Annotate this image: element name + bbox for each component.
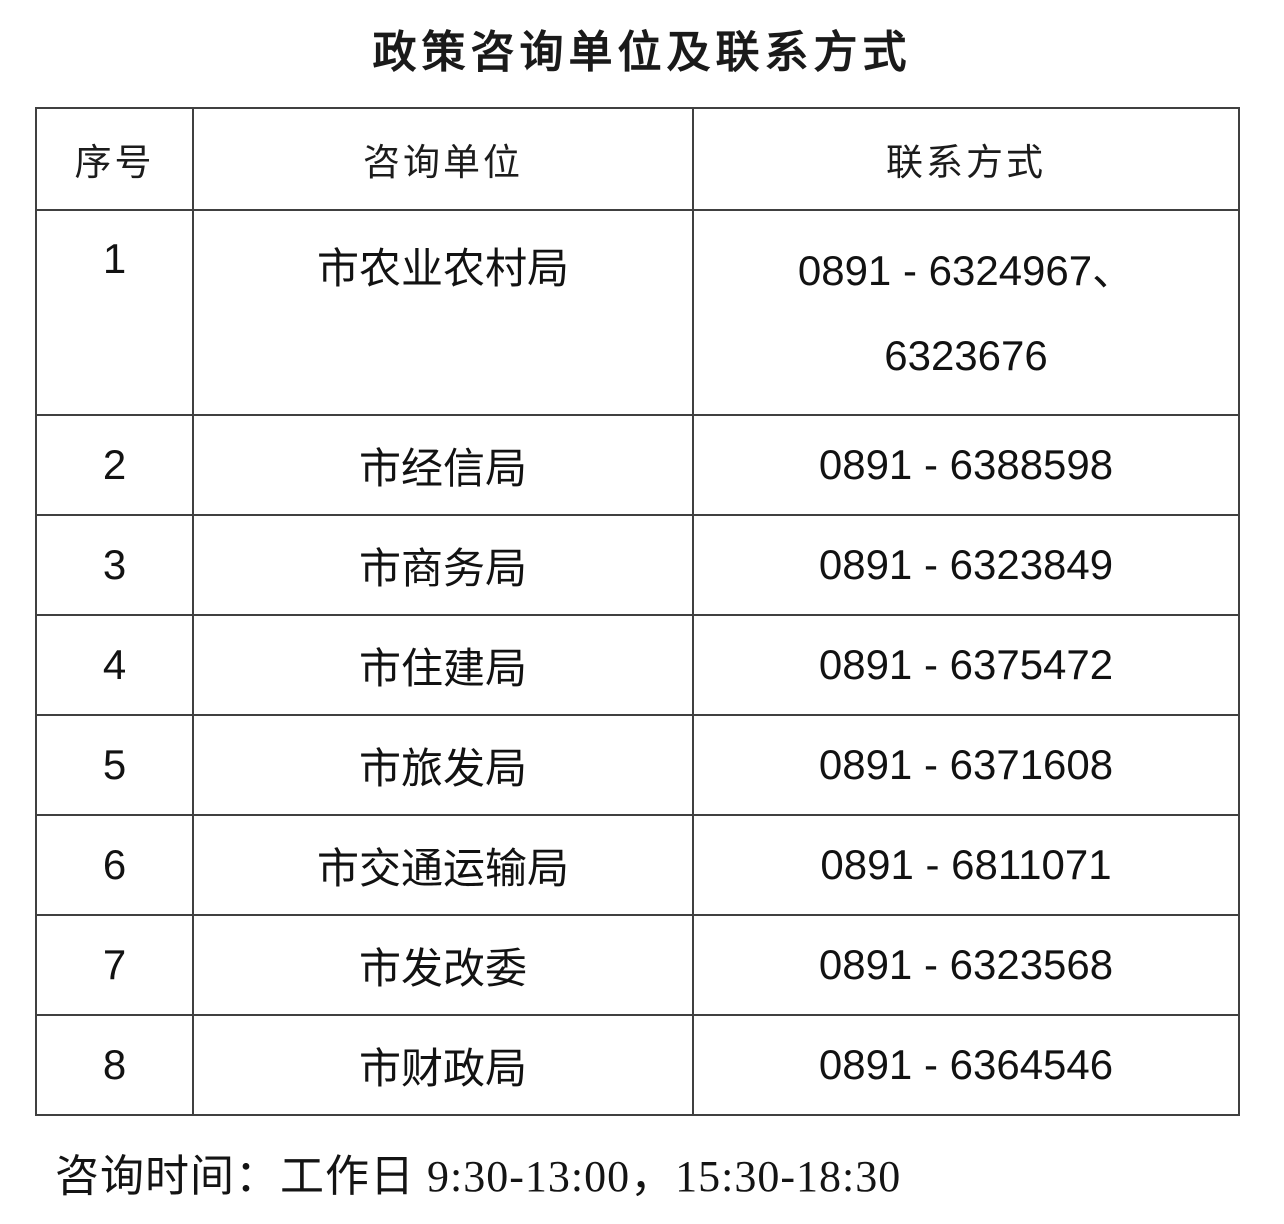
table-row: 6 市交通运输局 0891 - 6811071 [35, 814, 1240, 916]
contact-cell: 0891 - 6364546 [692, 1014, 1240, 1116]
unit-cell: 市交通运输局 [192, 814, 694, 916]
contact-cell: 0891 - 6323849 [692, 514, 1240, 616]
contact-line-2: 6323676 [884, 331, 1048, 379]
contact-cell: 0891 - 6811071 [692, 814, 1240, 916]
contact-cell: 0891 - 6375472 [692, 614, 1240, 716]
col-header-contact: 联系方式 [692, 107, 1240, 211]
seq-cell: 4 [35, 614, 194, 716]
seq-cell: 6 [35, 814, 194, 916]
seq-cell: 5 [35, 714, 194, 816]
table-row: 3 市商务局 0891 - 6323849 [35, 514, 1240, 616]
table-row: 5 市旅发局 0891 - 6371608 [35, 714, 1240, 816]
contact-cell: 0891 - 6324967、 6323676 [692, 209, 1240, 416]
col-header-seq: 序号 [35, 107, 194, 211]
contact-cell: 0891 - 6388598 [692, 414, 1240, 516]
table-row: 1 市农业农村局 0891 - 6324967、 6323676 [35, 209, 1240, 416]
contact-cell: 0891 - 6371608 [692, 714, 1240, 816]
col-header-unit: 咨询单位 [192, 107, 694, 211]
seq-cell: 3 [35, 514, 194, 616]
unit-cell: 市旅发局 [192, 714, 694, 816]
unit-cell: 市住建局 [192, 614, 694, 716]
table-row: 4 市住建局 0891 - 6375472 [35, 614, 1240, 716]
seq-cell: 1 [35, 209, 194, 416]
unit-cell: 市商务局 [192, 514, 694, 616]
seq-cell: 8 [35, 1014, 194, 1116]
unit-cell: 市经信局 [192, 414, 694, 516]
page-title: 政策咨询单位及联系方式 [372, 28, 912, 77]
seq-cell: 7 [35, 914, 194, 1016]
table-row: 8 市财政局 0891 - 6364546 [35, 1014, 1240, 1116]
contact-table: 序号 咨询单位 联系方式 1 市农业农村局 0891 - 6324967、 63… [35, 107, 1240, 1116]
consultation-time-note: 咨询时间：工作日 9:30-13:00，15:30-18:30 [55, 1152, 902, 1201]
table-row: 7 市发改委 0891 - 6323568 [35, 914, 1240, 1016]
unit-cell: 市发改委 [192, 914, 694, 1016]
document-page: 政策咨询单位及联系方式 序号 咨询单位 联系方式 1 市农业农村局 0891 -… [0, 16, 1284, 1204]
unit-cell: 市农业农村局 [192, 209, 694, 416]
table-header-row: 序号 咨询单位 联系方式 [35, 107, 1240, 211]
seq-cell: 2 [35, 414, 194, 516]
table-row: 2 市经信局 0891 - 6388598 [35, 414, 1240, 516]
contact-cell: 0891 - 6323568 [692, 914, 1240, 1016]
unit-cell: 市财政局 [192, 1014, 694, 1116]
contact-line-1: 0891 - 6324967、 [797, 246, 1135, 294]
